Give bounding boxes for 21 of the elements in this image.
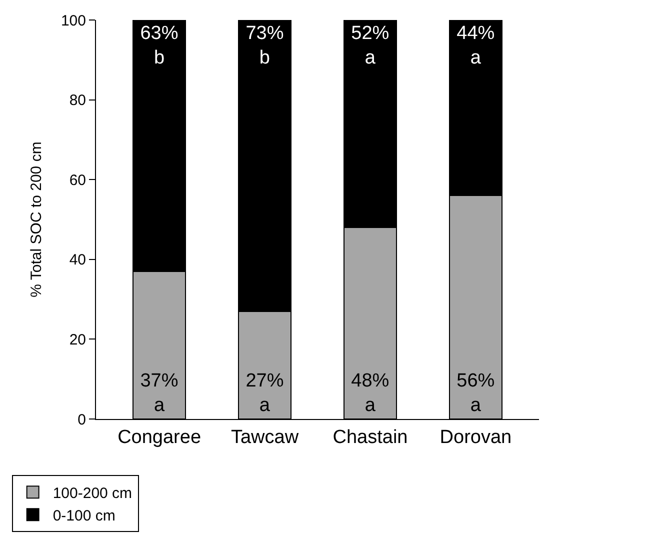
data-label: 73% b	[246, 23, 284, 69]
x-tick-label: Congaree	[118, 426, 202, 448]
data-label: 48% a	[351, 370, 390, 416]
y-tick-label: 80	[69, 92, 86, 110]
x-tick-label: Chastain	[332, 426, 408, 448]
y-axis-title: % Total SOC to 200 cm	[28, 142, 46, 298]
legend-label: 0-100 cm	[52, 507, 116, 524]
data-label: 56% a	[456, 370, 495, 416]
data-label: 37% a	[140, 370, 178, 416]
x-tick-label: Tawcaw	[230, 426, 299, 448]
legend-label: 100-200 cm	[52, 484, 132, 502]
data-label: 52% a	[351, 23, 390, 69]
y-tick-label: 0	[78, 411, 86, 428]
y-tick-label: 60	[69, 172, 86, 189]
x-tick-label: Dorovan	[440, 426, 512, 448]
y-tick-label: 20	[69, 331, 86, 348]
y-tick-label: 100	[60, 12, 86, 30]
data-label: 63% b	[140, 23, 178, 69]
data-label: 27% a	[246, 370, 284, 416]
data-label: 44% a	[456, 23, 495, 69]
y-tick-label: 40	[69, 252, 86, 269]
